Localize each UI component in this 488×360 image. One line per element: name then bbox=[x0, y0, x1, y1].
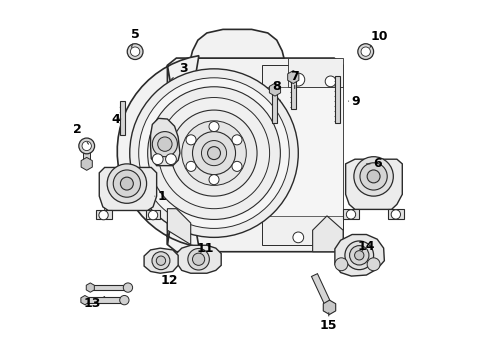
Circle shape bbox=[208, 122, 219, 132]
Circle shape bbox=[165, 154, 176, 165]
Bar bbox=[272, 90, 277, 123]
Text: 13: 13 bbox=[83, 297, 104, 310]
Text: 9: 9 bbox=[348, 95, 359, 108]
Text: 3: 3 bbox=[171, 62, 187, 80]
Bar bbox=[120, 101, 125, 135]
Circle shape bbox=[354, 251, 363, 260]
Circle shape bbox=[325, 76, 335, 87]
Circle shape bbox=[82, 141, 91, 150]
Circle shape bbox=[349, 246, 368, 265]
Polygon shape bbox=[167, 209, 190, 244]
Circle shape bbox=[346, 210, 355, 219]
Circle shape bbox=[192, 132, 235, 175]
Circle shape bbox=[152, 132, 177, 157]
Bar bbox=[290, 78, 295, 109]
Circle shape bbox=[107, 164, 146, 203]
Bar bbox=[334, 76, 339, 123]
Circle shape bbox=[185, 161, 196, 171]
Circle shape bbox=[152, 154, 163, 165]
Bar bbox=[85, 297, 124, 303]
Circle shape bbox=[148, 211, 158, 220]
Polygon shape bbox=[264, 87, 343, 216]
Circle shape bbox=[156, 256, 165, 265]
Polygon shape bbox=[86, 283, 94, 292]
Circle shape bbox=[129, 69, 298, 237]
Circle shape bbox=[79, 138, 94, 154]
Text: 6: 6 bbox=[366, 157, 381, 170]
Polygon shape bbox=[287, 71, 298, 84]
Circle shape bbox=[390, 210, 400, 219]
Polygon shape bbox=[269, 83, 280, 96]
Circle shape bbox=[359, 163, 386, 190]
Polygon shape bbox=[387, 210, 403, 220]
Text: 5: 5 bbox=[130, 28, 139, 47]
Polygon shape bbox=[81, 157, 92, 170]
Circle shape bbox=[185, 135, 196, 145]
Bar bbox=[83, 146, 90, 160]
Circle shape bbox=[208, 175, 219, 185]
Circle shape bbox=[152, 252, 169, 270]
Circle shape bbox=[360, 47, 369, 56]
Circle shape bbox=[123, 283, 132, 292]
Text: 8: 8 bbox=[272, 80, 281, 101]
Circle shape bbox=[344, 241, 373, 270]
Text: 14: 14 bbox=[357, 240, 374, 253]
Polygon shape bbox=[334, 234, 384, 276]
Text: 15: 15 bbox=[319, 313, 337, 332]
Circle shape bbox=[113, 170, 140, 197]
Polygon shape bbox=[81, 296, 89, 305]
Text: 7: 7 bbox=[290, 69, 299, 89]
Circle shape bbox=[99, 211, 108, 220]
Polygon shape bbox=[150, 118, 180, 166]
Circle shape bbox=[334, 258, 347, 271]
Circle shape bbox=[127, 44, 142, 59]
Circle shape bbox=[158, 137, 172, 151]
Circle shape bbox=[120, 177, 133, 190]
Polygon shape bbox=[287, 58, 343, 87]
Polygon shape bbox=[167, 58, 343, 252]
Text: 11: 11 bbox=[196, 242, 213, 255]
Polygon shape bbox=[117, 56, 199, 247]
Circle shape bbox=[171, 110, 257, 196]
Circle shape bbox=[231, 135, 242, 145]
Circle shape bbox=[231, 161, 242, 171]
Text: 10: 10 bbox=[369, 30, 387, 47]
Circle shape bbox=[366, 258, 379, 271]
Circle shape bbox=[291, 73, 304, 86]
Polygon shape bbox=[190, 30, 284, 58]
Circle shape bbox=[192, 253, 204, 265]
Polygon shape bbox=[145, 211, 160, 220]
Polygon shape bbox=[343, 210, 359, 220]
Circle shape bbox=[158, 98, 269, 209]
Polygon shape bbox=[323, 300, 335, 315]
Polygon shape bbox=[144, 248, 178, 273]
Circle shape bbox=[201, 140, 226, 166]
Polygon shape bbox=[345, 159, 402, 210]
Circle shape bbox=[120, 296, 129, 305]
Circle shape bbox=[292, 232, 303, 243]
Polygon shape bbox=[262, 65, 343, 244]
Circle shape bbox=[366, 170, 379, 183]
Circle shape bbox=[139, 78, 289, 228]
Circle shape bbox=[329, 229, 342, 242]
Circle shape bbox=[182, 121, 246, 185]
Circle shape bbox=[207, 147, 220, 159]
Polygon shape bbox=[96, 211, 112, 220]
Circle shape bbox=[357, 44, 373, 59]
Circle shape bbox=[187, 248, 209, 270]
Circle shape bbox=[130, 47, 140, 56]
Circle shape bbox=[353, 157, 392, 196]
Circle shape bbox=[147, 87, 280, 220]
Text: 1: 1 bbox=[155, 190, 166, 203]
Text: 2: 2 bbox=[73, 123, 88, 144]
Text: 12: 12 bbox=[160, 274, 178, 287]
Text: 4: 4 bbox=[111, 113, 121, 126]
Polygon shape bbox=[99, 167, 156, 211]
Polygon shape bbox=[312, 216, 343, 252]
Bar bbox=[90, 285, 128, 291]
Polygon shape bbox=[176, 245, 221, 273]
